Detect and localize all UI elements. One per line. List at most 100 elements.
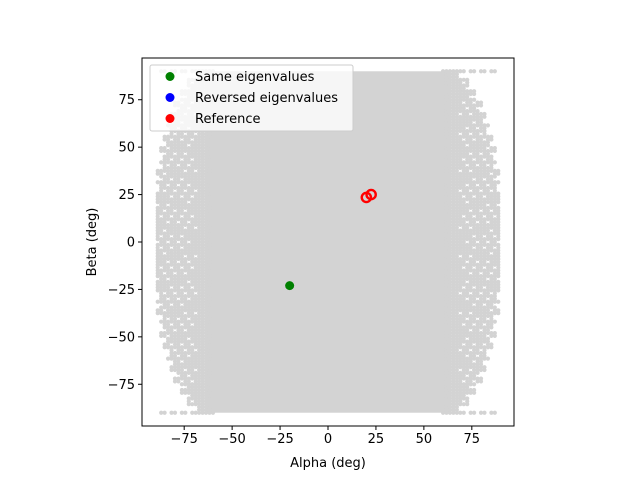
cloud-point — [478, 154, 484, 159]
cloud-point — [472, 387, 477, 393]
legend-marker-same-eigenvalues — [165, 72, 175, 81]
cloud-point — [461, 217, 466, 222]
cloud-point — [482, 288, 487, 293]
cloud-point — [176, 376, 181, 381]
cloud-point — [489, 154, 494, 159]
cloud-point — [176, 299, 181, 304]
cloud-point — [165, 242, 171, 247]
cloud-point — [458, 350, 463, 356]
cloud-point — [186, 396, 191, 401]
cloud-point — [461, 197, 466, 202]
legend-box — [149, 64, 354, 132]
cloud-point — [482, 123, 487, 128]
cloud-point — [485, 319, 491, 324]
cloud-point — [472, 180, 477, 185]
cloud-point — [183, 134, 188, 139]
cloud-point — [190, 345, 195, 350]
cloud-point — [475, 128, 480, 134]
cloud-point — [465, 282, 470, 287]
cloud-point — [190, 402, 195, 407]
cloud-point — [478, 350, 484, 356]
cloud-point — [468, 350, 473, 356]
cloud-point — [492, 319, 497, 324]
cloud-point — [162, 342, 167, 347]
cloud-point — [492, 69, 497, 74]
cloud-point — [179, 268, 184, 273]
cloud-point — [162, 254, 167, 259]
cloud-point — [183, 228, 188, 233]
cloud-point — [179, 345, 184, 350]
cloud-point — [472, 362, 477, 367]
cloud-point — [193, 410, 198, 415]
cloud-point — [179, 237, 184, 242]
cloud-point — [475, 242, 480, 247]
x-tick-label: −50 — [218, 432, 245, 447]
cloud-point — [475, 319, 480, 324]
cloud-point — [472, 382, 477, 387]
cloud-point — [155, 299, 160, 304]
cloud-point — [190, 410, 195, 415]
cloud-point — [444, 69, 449, 74]
point-reference — [365, 188, 377, 201]
cloud-point — [496, 191, 501, 196]
cloud-point — [169, 268, 174, 273]
cloud-point — [155, 191, 160, 196]
cloud-point — [183, 370, 188, 375]
x-tick-label: 50 — [416, 432, 433, 447]
cloud-point — [169, 160, 174, 165]
cloud-point — [478, 330, 484, 336]
cloud-point — [485, 222, 491, 228]
y-axis: −75 −50 −25 0 25 50 75 — [108, 93, 142, 393]
cloud-point — [155, 308, 160, 313]
cloud-point — [465, 165, 470, 171]
cloud-point — [478, 100, 484, 105]
cloud-point — [496, 242, 501, 247]
cloud-point — [465, 242, 470, 247]
cloud-point — [183, 293, 188, 299]
cloud-point — [482, 237, 487, 242]
cloud-point — [162, 311, 167, 316]
cloud-point — [159, 180, 164, 185]
cloud-point — [176, 222, 181, 228]
cloud-point — [165, 319, 171, 324]
cloud-point — [193, 350, 198, 356]
cloud-point — [179, 387, 184, 393]
cloud-point — [461, 288, 466, 293]
cloud-point — [193, 293, 198, 299]
cloud-point — [186, 339, 191, 344]
cloud-point — [465, 185, 470, 191]
cloud-point — [458, 69, 463, 74]
cloud-point — [475, 376, 480, 381]
cloud-point — [472, 97, 477, 102]
cloud-point — [478, 134, 484, 139]
cloud-point — [465, 339, 470, 344]
cloud-point — [472, 103, 477, 108]
cloud-point — [155, 168, 160, 173]
cloud-point — [458, 410, 463, 415]
cloud-point — [176, 356, 181, 361]
cloud-point — [186, 356, 191, 361]
cloud-point — [492, 237, 497, 242]
cloud-point — [159, 319, 164, 324]
cloud-point — [458, 134, 463, 139]
cloud-point — [489, 311, 494, 316]
cloud-point — [165, 262, 171, 267]
cloud-point — [179, 197, 184, 202]
cloud-point — [172, 410, 178, 415]
x-axis: −75 −50 −25 0 25 50 75 — [170, 426, 480, 447]
cloud-point — [454, 69, 459, 74]
cloud-point — [458, 77, 463, 82]
cloud-point — [165, 165, 171, 171]
cloud-point — [472, 410, 477, 415]
cloud-point — [482, 160, 487, 165]
cloud-point — [485, 185, 491, 191]
cloud-point — [169, 197, 174, 202]
cloud-point — [492, 168, 497, 173]
cloud-point — [159, 248, 164, 253]
cloud-point — [165, 279, 171, 284]
cloud-point — [179, 140, 184, 145]
cloud-point — [468, 256, 473, 262]
cloud-point — [485, 123, 491, 128]
cloud-point — [468, 410, 473, 415]
cloud-point — [169, 345, 174, 350]
